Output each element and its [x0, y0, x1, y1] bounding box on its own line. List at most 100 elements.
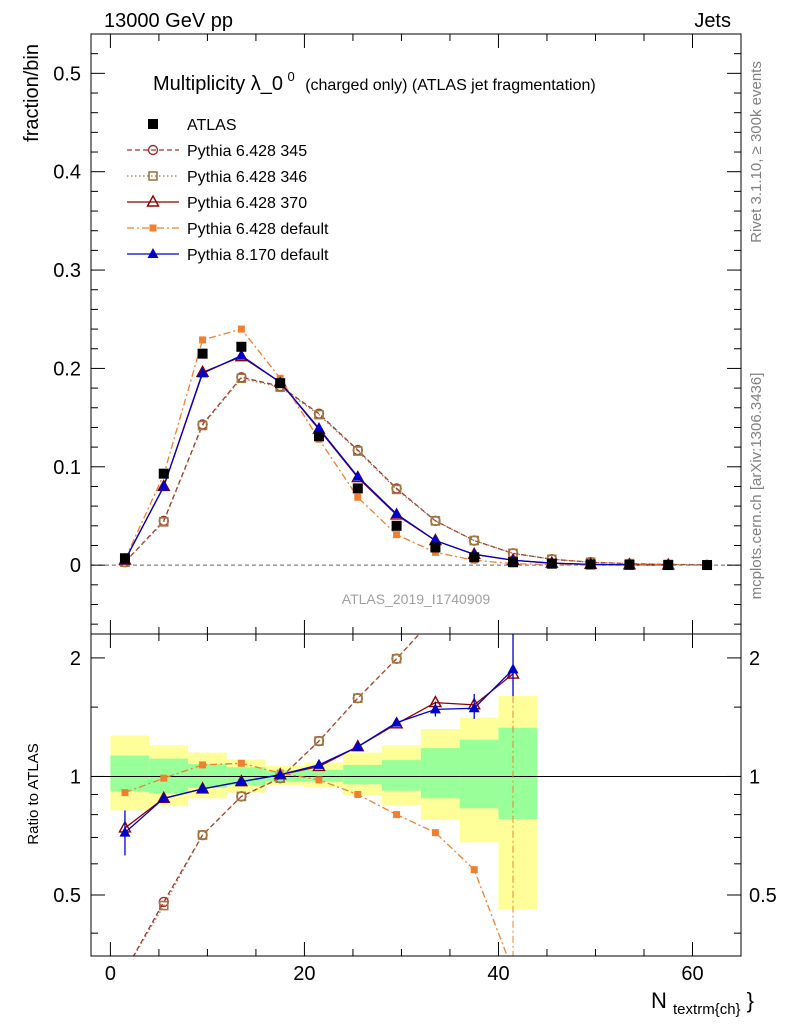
ratio-y-tick-label-right-1: 1 — [749, 766, 760, 788]
main-point-5-2 — [197, 367, 209, 378]
header-left: 13000 GeV pp — [104, 10, 233, 32]
chart-title-subtitle: (charged only) (ATLAS jet fragmentation) — [305, 77, 596, 94]
main-point-5-8 — [429, 534, 441, 545]
ratio-plot-area — [91, 634, 741, 976]
ratio-point-4-7 — [391, 716, 403, 727]
ratio-point-0-0 — [120, 967, 129, 976]
ratio-point-3-3 — [237, 759, 245, 767]
main-point-0-1 — [158, 468, 169, 479]
legend-label-1: Pythia 6.428 345 — [187, 143, 307, 160]
main-series-0 — [119, 341, 713, 571]
main-point-0-11 — [546, 558, 557, 569]
legend-marker-5 — [147, 248, 159, 258]
main-point-0-14 — [663, 560, 674, 571]
main-point-0-12 — [585, 559, 596, 570]
main-point-0-9 — [469, 552, 480, 563]
ratio-point-1-5 — [314, 736, 324, 746]
y-axis-label-main: fraction/bin — [21, 44, 43, 142]
uncertainty-band-inner-5 — [304, 769, 344, 782]
main-point-2-1 — [158, 517, 169, 527]
ratio-point-4-4 — [274, 768, 286, 779]
main-point-5-7 — [391, 508, 403, 518]
ratio-point-1-7 — [391, 653, 402, 664]
mcplots-label: mcplots.cern.ch [arXiv:1306.3436] — [748, 373, 765, 600]
main-point-5-5 — [313, 422, 325, 433]
main-series-line-1 — [124, 376, 708, 566]
legend-label-4: Pythia 6.428 default — [187, 221, 329, 238]
main-point-0-8 — [430, 542, 441, 553]
ratio-point-3-5 — [315, 776, 323, 784]
ratio-point-3-7 — [393, 811, 401, 819]
legend-item-0: ATLAS — [148, 117, 237, 134]
main-series-1 — [119, 372, 713, 571]
uncertainty-band-inner-8 — [420, 748, 460, 799]
legend-label-2: Pythia 6.428 346 — [187, 169, 307, 186]
x-tick-label-40: 40 — [487, 963, 509, 985]
y-tick-label-4: 0.4 — [53, 162, 81, 184]
ratio-point-1-2 — [197, 830, 208, 840]
main-point-4-7 — [393, 531, 401, 539]
ratio-point-3-1 — [160, 774, 168, 782]
y-tick-label-5: 0.5 — [53, 63, 81, 85]
legend-marker-4 — [149, 224, 157, 232]
legend-item-5: Pythia 8.170 default — [127, 247, 329, 264]
main-point-2-5 — [314, 409, 324, 420]
main-point-0-5 — [313, 431, 324, 442]
x-axis-label: N textrm{ch} } — [651, 988, 754, 1019]
ratio-point-1-3 — [236, 791, 247, 802]
ratio-point-1-6 — [352, 693, 363, 704]
chart-title: Multiplicity λ_0 0 (charged only) (ATLAS… — [153, 68, 596, 95]
main-point-0-7 — [391, 520, 402, 531]
ratio-point-3-6 — [354, 790, 362, 798]
y-tick-label-3: 0.3 — [53, 260, 81, 282]
ratio-point-4-6 — [352, 740, 364, 751]
uncertainty-band-inner-9 — [459, 739, 499, 809]
ratio-y-tick-label-right-0: 0.5 — [749, 885, 777, 907]
legend-marker-3 — [146, 194, 160, 207]
main-series-line-5 — [124, 354, 630, 566]
ratio-y-tick-label-right-2: 2 — [749, 648, 760, 670]
ratio-point-4-3 — [235, 775, 247, 786]
main-point-4-2 — [199, 336, 207, 344]
ratio-point-3-9 — [470, 866, 478, 874]
main-series-4 — [121, 325, 672, 569]
y-tick-label-2: 0.2 — [53, 358, 81, 380]
rivet-version-label: Rivet 3.1.10, ≥ 300k events — [748, 61, 765, 243]
legend-item-3: Pythia 6.428 370 — [127, 194, 307, 212]
main-point-2-3 — [236, 373, 247, 384]
main-point-0-0 — [119, 553, 130, 564]
legend-label-3: Pythia 6.428 370 — [187, 195, 307, 212]
chart-title-superscript: 0 — [288, 69, 295, 84]
main-point-0-13 — [624, 559, 635, 570]
ratio-panel-frame — [90, 633, 742, 957]
ratio-y-tick-label-left-0: 0.5 — [53, 885, 81, 907]
main-point-1-9 — [469, 535, 480, 546]
ratio-series-line-0 — [132, 634, 421, 956]
main-point-5-1 — [158, 480, 170, 491]
y-tick-label-1: 0.1 — [53, 457, 81, 479]
legend-label-5: Pythia 8.170 default — [187, 247, 329, 264]
main-series-2 — [120, 373, 712, 570]
main-point-2-9 — [469, 535, 480, 546]
legend: ATLAS Pythia 6.428 345 Pythia 6.428 346 Pyt… — [127, 117, 329, 264]
main-plot-area — [91, 325, 741, 571]
main-panel — [91, 325, 741, 571]
panel-frames — [90, 33, 742, 957]
axis-ticks: 0 20 40 60 0 0.1 0.2 0.3 0.4 0.5 0.5 0.5 1 1 2 2 — [53, 34, 777, 985]
main-point-0-2 — [197, 348, 208, 359]
main-point-5-3 — [235, 349, 247, 360]
analysis-watermark: ATLAS_2019_I1740909 — [342, 591, 491, 607]
ratio-point-4-1 — [158, 792, 170, 803]
x-tick-label-20: 20 — [293, 963, 315, 985]
legend-marker-2 — [148, 171, 158, 181]
main-point-0-15 — [702, 560, 713, 571]
main-point-2-6 — [352, 446, 363, 456]
ratio-point-3-2 — [199, 761, 207, 769]
legend-item-1: Pythia 6.428 345 — [127, 143, 307, 160]
main-point-2-8 — [430, 516, 441, 526]
legend-item-4: Pythia 6.428 default — [127, 221, 329, 238]
main-point-4-6 — [354, 493, 362, 501]
uncertainty-band-inner-6 — [343, 764, 383, 785]
main-point-2-2 — [197, 420, 208, 431]
